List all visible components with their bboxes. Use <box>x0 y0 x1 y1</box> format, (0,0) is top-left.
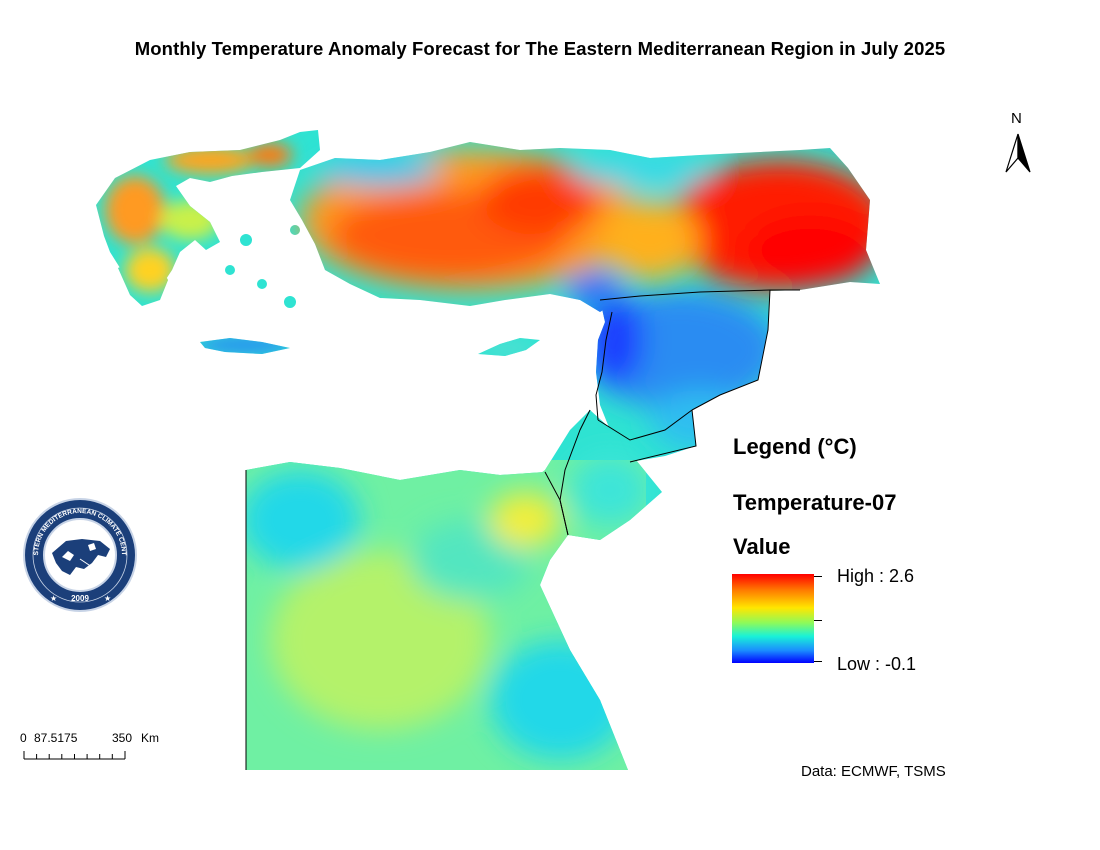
country-borders <box>245 289 800 770</box>
legend-high-tick <box>814 576 822 577</box>
svg-text:★: ★ <box>104 594 111 603</box>
legend-high-label: High : 2.6 <box>837 566 915 586</box>
legend-field-name: Value <box>733 534 791 559</box>
svg-text:2009: 2009 <box>71 594 89 603</box>
svg-text:★: ★ <box>50 594 57 603</box>
north-arrow-icon <box>1005 133 1031 173</box>
data-source-label: Data: ECMWF, TSMS <box>801 763 946 780</box>
legend-mid-tick <box>814 620 822 621</box>
scale-label-mid: 87.5175 <box>34 731 78 745</box>
map-title: Monthly Temperature Anomaly Forecast for… <box>134 38 946 59</box>
legend-low-label: Low : -0.1 <box>837 654 917 674</box>
scale-bar <box>23 751 126 760</box>
legend-low-tick <box>814 661 822 662</box>
north-label: N <box>1011 110 1022 127</box>
legend-color-ramp <box>732 574 814 663</box>
emcc-logo-icon: 2009 ★ ★ EASTERN MEDITERRANEAN CLIMATE C… <box>22 497 137 612</box>
scale-label-zero: 0 <box>20 731 27 745</box>
scale-label-unit: Km <box>141 731 159 745</box>
legend-heading: Legend (°C) <box>733 434 857 459</box>
legend-layer-name: Temperature-07 <box>733 490 897 515</box>
scale-label-max: 350 <box>112 731 133 745</box>
